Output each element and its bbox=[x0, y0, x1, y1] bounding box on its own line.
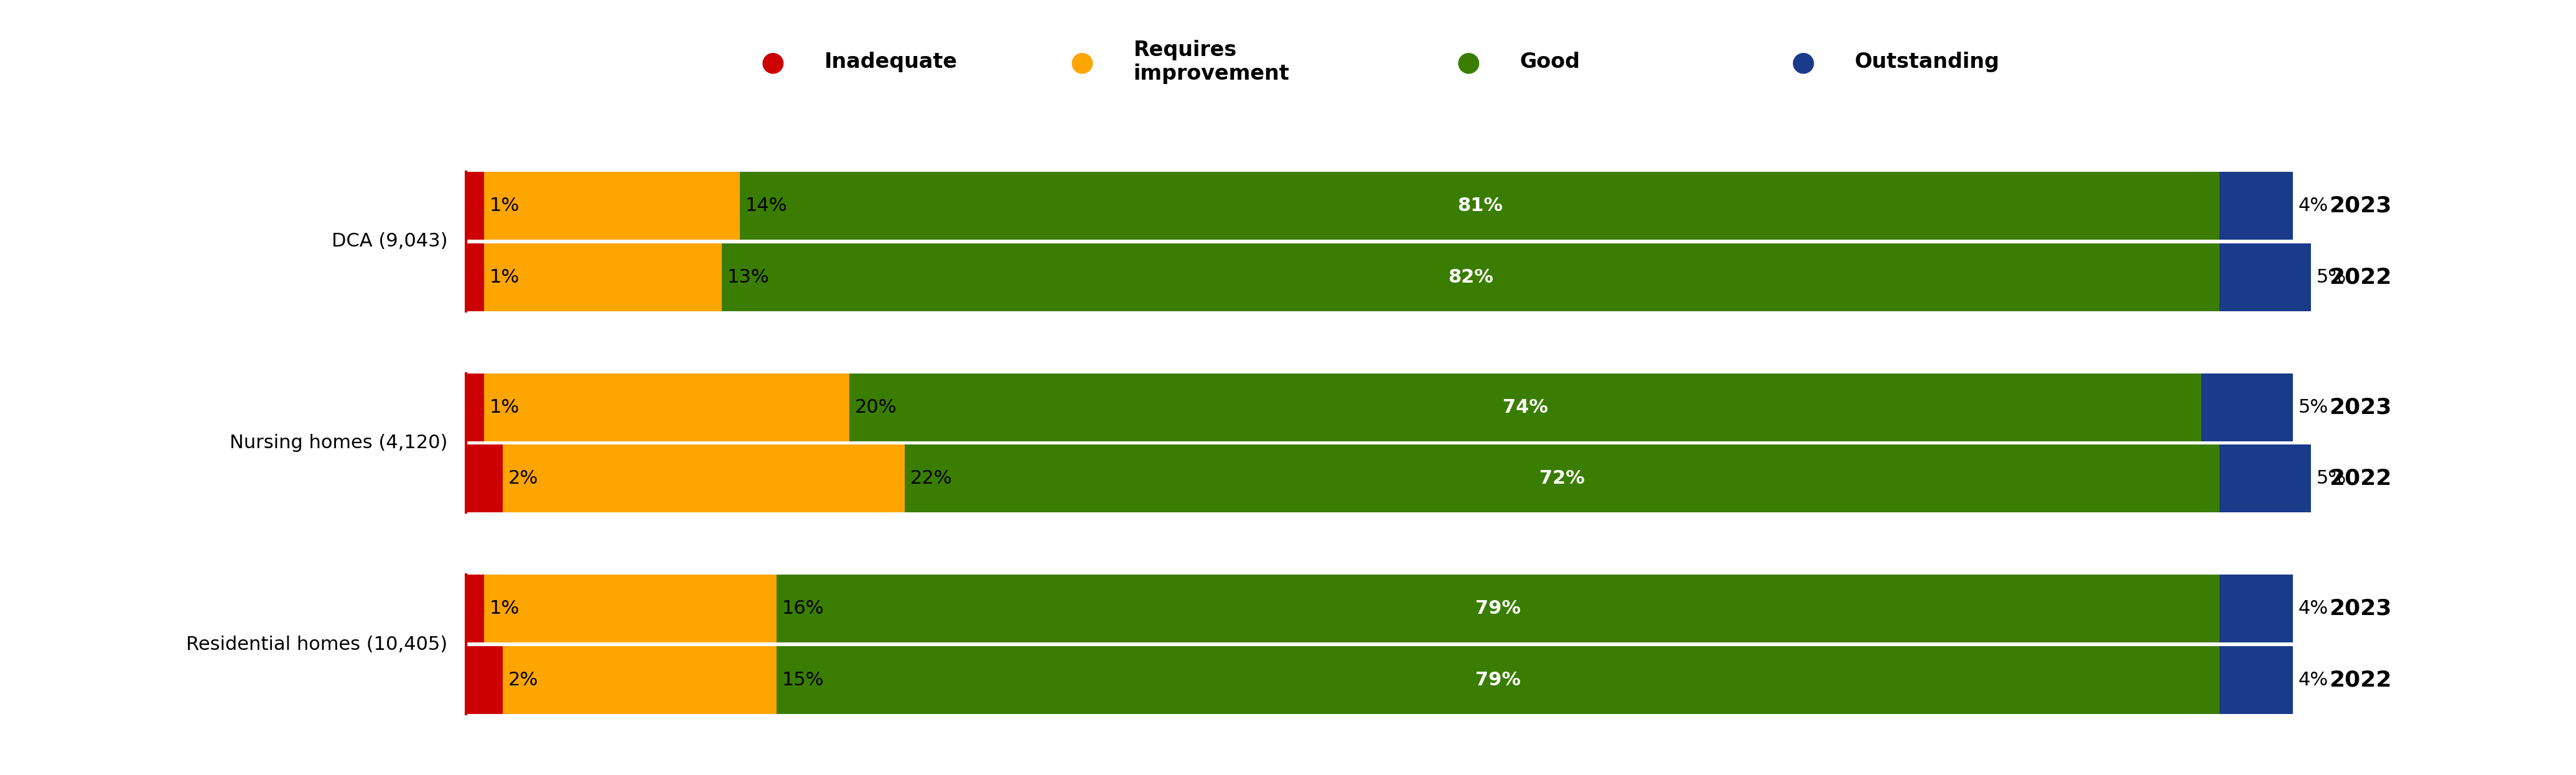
Text: ●: ● bbox=[1790, 49, 1816, 75]
Text: Nursing homes (4,120): Nursing homes (4,120) bbox=[229, 434, 448, 452]
Text: 79%: 79% bbox=[1476, 671, 1520, 689]
Text: 81%: 81% bbox=[1458, 197, 1502, 215]
Text: 2022: 2022 bbox=[2329, 670, 2391, 691]
Bar bbox=[466, 646, 2293, 714]
Text: Inadequate: Inadequate bbox=[824, 52, 958, 72]
Text: 2023: 2023 bbox=[2329, 397, 2391, 418]
Bar bbox=[466, 646, 502, 714]
Text: ●: ● bbox=[1069, 49, 1095, 75]
Text: Outstanding: Outstanding bbox=[1855, 52, 1999, 72]
Text: 2022: 2022 bbox=[2329, 267, 2391, 288]
Text: 4%: 4% bbox=[2298, 197, 2329, 215]
Bar bbox=[2221, 575, 2293, 642]
Text: ●: ● bbox=[760, 49, 786, 75]
Text: 5%: 5% bbox=[2298, 398, 2329, 416]
Text: 82%: 82% bbox=[1448, 268, 1494, 286]
Bar bbox=[2202, 374, 2293, 441]
Bar bbox=[850, 374, 2202, 441]
Text: Good: Good bbox=[1520, 52, 1579, 72]
Bar bbox=[2221, 445, 2311, 512]
Bar bbox=[466, 374, 484, 441]
Bar bbox=[466, 374, 2293, 441]
Text: 4%: 4% bbox=[2298, 671, 2329, 689]
Bar bbox=[484, 575, 775, 642]
Text: 4%: 4% bbox=[2298, 600, 2329, 618]
Bar bbox=[775, 646, 2221, 714]
Bar bbox=[466, 243, 484, 311]
Text: Residential homes (10,405): Residential homes (10,405) bbox=[185, 636, 448, 653]
Text: 14%: 14% bbox=[744, 197, 788, 215]
Bar bbox=[502, 646, 775, 714]
Text: 1%: 1% bbox=[489, 268, 520, 286]
Text: 5%: 5% bbox=[2316, 470, 2347, 487]
Text: 1%: 1% bbox=[489, 398, 520, 416]
Text: 15%: 15% bbox=[783, 671, 824, 689]
Bar bbox=[904, 445, 2221, 512]
Text: 79%: 79% bbox=[1476, 600, 1520, 618]
Text: 20%: 20% bbox=[855, 398, 896, 416]
Text: 5%: 5% bbox=[2316, 268, 2347, 286]
Text: 2023: 2023 bbox=[2329, 195, 2391, 216]
Bar bbox=[2221, 172, 2293, 239]
Text: 2023: 2023 bbox=[2329, 598, 2391, 619]
Text: 1%: 1% bbox=[489, 600, 520, 618]
Bar bbox=[484, 243, 721, 311]
Text: 22%: 22% bbox=[909, 470, 953, 487]
Bar bbox=[466, 172, 2293, 239]
Bar bbox=[466, 445, 2293, 512]
Bar bbox=[466, 575, 484, 642]
Bar bbox=[2221, 646, 2293, 714]
Bar bbox=[466, 575, 2293, 642]
Text: DCA (9,043): DCA (9,043) bbox=[332, 232, 448, 250]
Bar bbox=[502, 445, 904, 512]
Bar bbox=[721, 243, 2221, 311]
Bar bbox=[2221, 243, 2311, 311]
Text: 72%: 72% bbox=[1540, 470, 1584, 487]
Bar bbox=[466, 172, 484, 239]
Text: 2%: 2% bbox=[507, 470, 538, 487]
Text: 1%: 1% bbox=[489, 197, 520, 215]
Text: 2%: 2% bbox=[507, 671, 538, 689]
Text: 13%: 13% bbox=[726, 268, 770, 286]
Bar bbox=[466, 243, 2293, 311]
Text: 16%: 16% bbox=[783, 600, 824, 618]
Text: 74%: 74% bbox=[1502, 398, 1548, 416]
Bar bbox=[484, 172, 739, 239]
Text: 2022: 2022 bbox=[2329, 468, 2391, 489]
Bar bbox=[484, 374, 850, 441]
Bar bbox=[739, 172, 2221, 239]
Bar bbox=[775, 575, 2221, 642]
Text: Requires
improvement: Requires improvement bbox=[1133, 40, 1291, 84]
Text: ●: ● bbox=[1455, 49, 1481, 75]
Bar bbox=[466, 445, 502, 512]
